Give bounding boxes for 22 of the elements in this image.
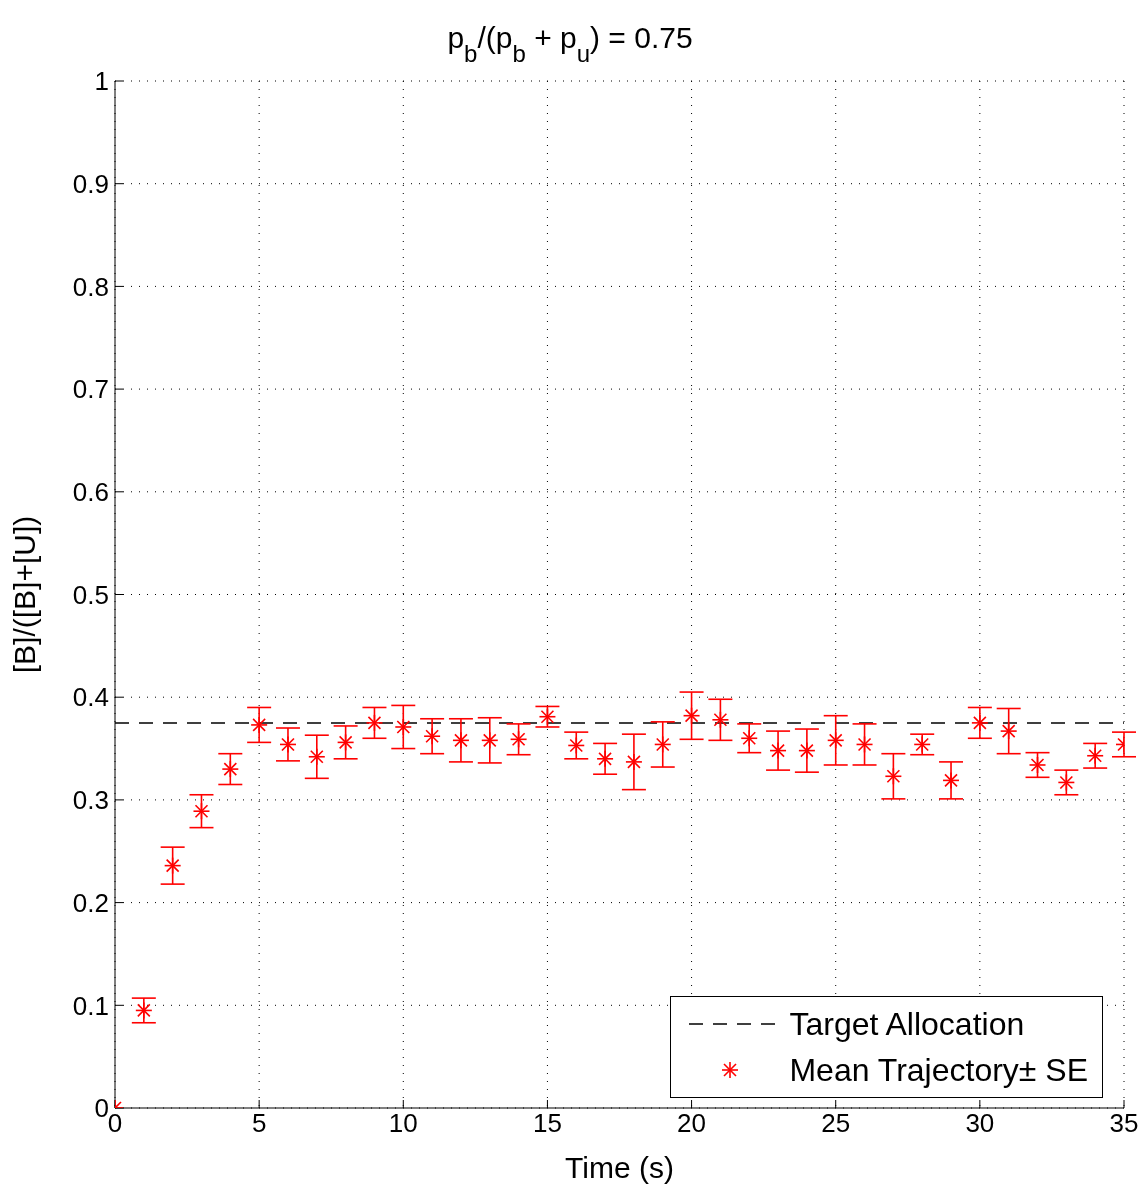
x-tick-label: 35 (1109, 1108, 1139, 1139)
y-axis-title: [B]/([B]+[U]) (7, 515, 41, 674)
y-tick-label: 0.8 (72, 271, 109, 302)
y-tick-label: 0.1 (72, 990, 109, 1021)
y-tick-label: 0.5 (72, 579, 109, 610)
y-tick-label: 0.6 (72, 477, 109, 508)
x-tick-label: 30 (965, 1108, 995, 1139)
x-tick-label: 20 (677, 1108, 707, 1139)
y-tick-label: 0.4 (72, 682, 109, 713)
y-tick-label: 0.9 (72, 168, 109, 199)
x-axis-title: Time (s) (565, 1151, 674, 1184)
legend-label: Mean Trajectory± SE (789, 1051, 1088, 1089)
x-tick-label: 25 (821, 1108, 851, 1139)
x-tick-label: 10 (388, 1108, 418, 1139)
y-tick-label: 0.7 (72, 374, 109, 405)
chart-title: p$_{b}$/(p$_{b}$ + p$_{u}$) = 0.75 (447, 21, 693, 67)
x-tick-label: 15 (532, 1108, 562, 1139)
y-tick-label: 0.2 (72, 887, 109, 918)
y-tick-label: 1 (94, 66, 109, 97)
x-tick-label: 5 (251, 1108, 267, 1139)
y-tick-label: 0.3 (72, 785, 109, 816)
legend-label: Target Allocation (789, 1005, 1025, 1043)
